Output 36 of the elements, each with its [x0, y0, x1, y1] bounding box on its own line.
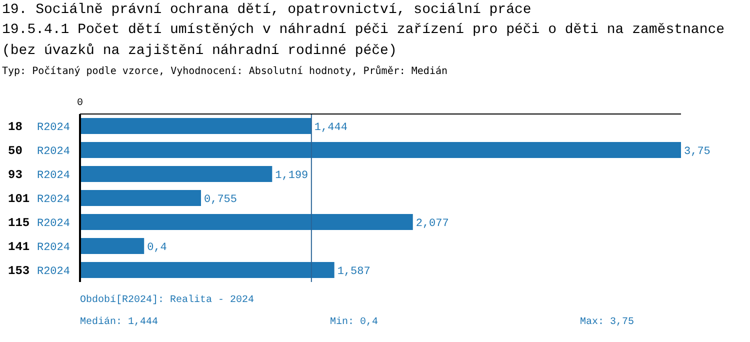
data-label: 1,444: [314, 122, 348, 134]
y-tick-label: 18: [8, 120, 22, 134]
bar: [80, 190, 201, 206]
data-label: 0,755: [204, 194, 238, 206]
data-label: 1,587: [337, 266, 370, 278]
data-label: 2,077: [416, 218, 449, 230]
chart-title: 19. Sociálně právní ochrana dětí, opatrovnictví, sociální práce: [2, 2, 532, 18]
text: Max: 3,75: [580, 317, 634, 328]
bar: [80, 142, 681, 158]
text: R2024: [36, 218, 70, 230]
y-tick-label: 153: [8, 264, 30, 278]
text: R2024: [36, 194, 70, 206]
text: Min: 0,4: [330, 317, 378, 328]
chart-subtitle: 19.5.4.1 Počet dětí umístěných v náhradní péči zařízení pro péči o děti na zaměstnance (bez úvazků na zajištění náhradní rodinné péče): [2, 21, 726, 61]
text: R2024: [36, 146, 70, 158]
data-label: 1,199: [275, 170, 308, 182]
y-tick-label: 93: [8, 168, 22, 182]
text: R2024: [36, 242, 70, 254]
bar: [80, 262, 334, 278]
data-label: 0,4: [147, 242, 168, 254]
series-label: R2024: [36, 122, 70, 134]
bar: [80, 166, 272, 182]
y-tick-label: 141: [8, 240, 30, 254]
text: R2024: [36, 170, 70, 182]
data-label: 3,75: [684, 146, 710, 158]
text: Typ: Počítaný podle vzorce, Vyhodnocení: Absolutní hodnoty, Průměr: Medián: [2, 66, 448, 77]
bar: [80, 118, 312, 134]
y-tick-label: 115: [8, 216, 30, 230]
bar: [80, 214, 413, 230]
text: R2024: [36, 266, 70, 278]
y-tick-label: 101: [8, 192, 30, 206]
text: Medián: 1,444: [80, 317, 158, 328]
bar: [80, 238, 144, 254]
text: Období[R2024]: Realita - 2024: [80, 295, 254, 306]
y-tick-label: 50: [8, 144, 22, 158]
text: 0: [77, 98, 84, 109]
